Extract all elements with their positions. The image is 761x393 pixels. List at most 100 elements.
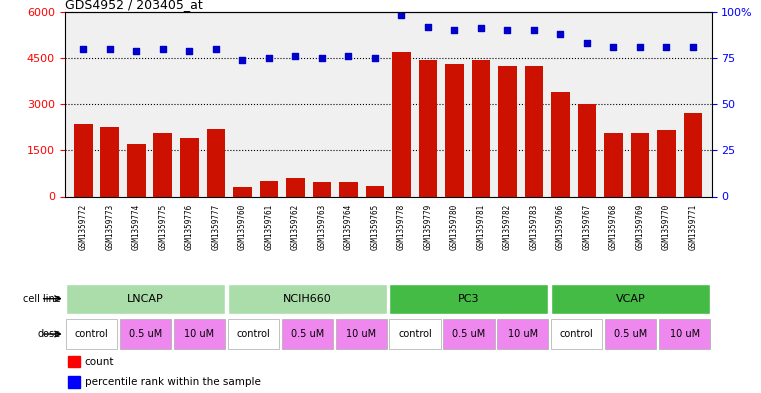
Bar xyxy=(472,59,490,196)
Text: GSM1359762: GSM1359762 xyxy=(291,203,300,250)
Bar xyxy=(228,319,279,349)
Bar xyxy=(551,284,710,314)
Bar xyxy=(286,178,304,196)
Text: GSM1359773: GSM1359773 xyxy=(105,203,114,250)
Bar xyxy=(392,52,411,196)
Bar xyxy=(658,130,676,196)
Bar xyxy=(551,92,570,196)
Point xyxy=(103,46,116,52)
Bar xyxy=(228,284,387,314)
Bar xyxy=(260,181,278,196)
Point xyxy=(581,40,593,46)
Bar xyxy=(524,66,543,196)
Text: cell line: cell line xyxy=(23,294,61,304)
Text: GSM1359779: GSM1359779 xyxy=(423,203,432,250)
Text: GSM1359780: GSM1359780 xyxy=(450,203,459,250)
Bar xyxy=(180,138,199,196)
Text: 10 uM: 10 uM xyxy=(670,329,699,339)
Text: 0.5 uM: 0.5 uM xyxy=(291,329,324,339)
Point xyxy=(607,44,619,50)
Text: GSM1359783: GSM1359783 xyxy=(530,203,539,250)
Bar xyxy=(66,319,117,349)
Point xyxy=(422,24,434,30)
Bar xyxy=(631,133,649,196)
Text: control: control xyxy=(398,329,432,339)
Text: count: count xyxy=(84,356,114,367)
Text: 0.5 uM: 0.5 uM xyxy=(614,329,648,339)
Text: LNCAP: LNCAP xyxy=(127,294,164,304)
Point xyxy=(554,31,566,37)
Point xyxy=(210,46,222,52)
Text: GDS4952 / 203405_at: GDS4952 / 203405_at xyxy=(65,0,202,11)
Text: control: control xyxy=(560,329,594,339)
Point xyxy=(157,46,169,52)
Text: GSM1359763: GSM1359763 xyxy=(317,203,326,250)
Text: GSM1359772: GSM1359772 xyxy=(78,203,88,250)
Bar xyxy=(683,113,702,196)
Text: GSM1359770: GSM1359770 xyxy=(662,203,671,250)
Text: GSM1359760: GSM1359760 xyxy=(237,203,247,250)
Text: GSM1359781: GSM1359781 xyxy=(476,203,486,250)
Text: GSM1359768: GSM1359768 xyxy=(609,203,618,250)
Point xyxy=(342,53,355,59)
Text: GSM1359761: GSM1359761 xyxy=(264,203,273,250)
Point xyxy=(263,55,275,61)
Text: GSM1359767: GSM1359767 xyxy=(582,203,591,250)
Bar xyxy=(390,319,441,349)
Text: 10 uM: 10 uM xyxy=(508,329,538,339)
Point xyxy=(316,55,328,61)
Text: GSM1359766: GSM1359766 xyxy=(556,203,565,250)
Text: GSM1359771: GSM1359771 xyxy=(689,203,698,250)
Point xyxy=(661,44,673,50)
Bar xyxy=(339,182,358,196)
Text: dose: dose xyxy=(38,329,61,339)
Point xyxy=(236,57,248,63)
Text: GSM1359775: GSM1359775 xyxy=(158,203,167,250)
Bar xyxy=(233,187,252,196)
Bar xyxy=(174,319,225,349)
Point xyxy=(687,44,699,50)
Point xyxy=(77,46,89,52)
Bar xyxy=(154,133,172,196)
Text: GSM1359764: GSM1359764 xyxy=(344,203,353,250)
Text: GSM1359776: GSM1359776 xyxy=(185,203,194,250)
Point xyxy=(634,44,646,50)
Text: 10 uM: 10 uM xyxy=(184,329,215,339)
Bar xyxy=(313,182,331,196)
Bar xyxy=(365,186,384,196)
Point xyxy=(528,27,540,33)
Bar xyxy=(120,319,171,349)
Point xyxy=(130,48,142,54)
Bar xyxy=(551,319,603,349)
Point xyxy=(369,55,381,61)
Point xyxy=(501,27,514,33)
Point xyxy=(395,12,407,18)
Bar xyxy=(497,319,549,349)
Bar xyxy=(68,356,80,367)
Text: GSM1359777: GSM1359777 xyxy=(212,203,220,250)
Bar xyxy=(605,319,656,349)
Text: 10 uM: 10 uM xyxy=(346,329,376,339)
Text: GSM1359778: GSM1359778 xyxy=(397,203,406,250)
Bar xyxy=(445,64,463,196)
Bar xyxy=(127,144,145,196)
Point xyxy=(183,48,196,54)
Text: PC3: PC3 xyxy=(458,294,479,304)
Text: VCAP: VCAP xyxy=(616,294,645,304)
Text: NCIH660: NCIH660 xyxy=(283,294,332,304)
Bar xyxy=(578,104,596,196)
Text: GSM1359765: GSM1359765 xyxy=(371,203,379,250)
Bar xyxy=(282,319,333,349)
Bar xyxy=(74,124,93,196)
Bar xyxy=(336,319,387,349)
Text: 0.5 uM: 0.5 uM xyxy=(129,329,162,339)
Bar xyxy=(444,319,495,349)
Text: control: control xyxy=(237,329,270,339)
Bar xyxy=(206,129,225,196)
Text: GSM1359782: GSM1359782 xyxy=(503,203,512,250)
Point xyxy=(475,25,487,31)
Bar xyxy=(68,376,80,388)
Bar xyxy=(100,127,119,196)
Bar xyxy=(604,133,622,196)
Text: GSM1359774: GSM1359774 xyxy=(132,203,141,250)
